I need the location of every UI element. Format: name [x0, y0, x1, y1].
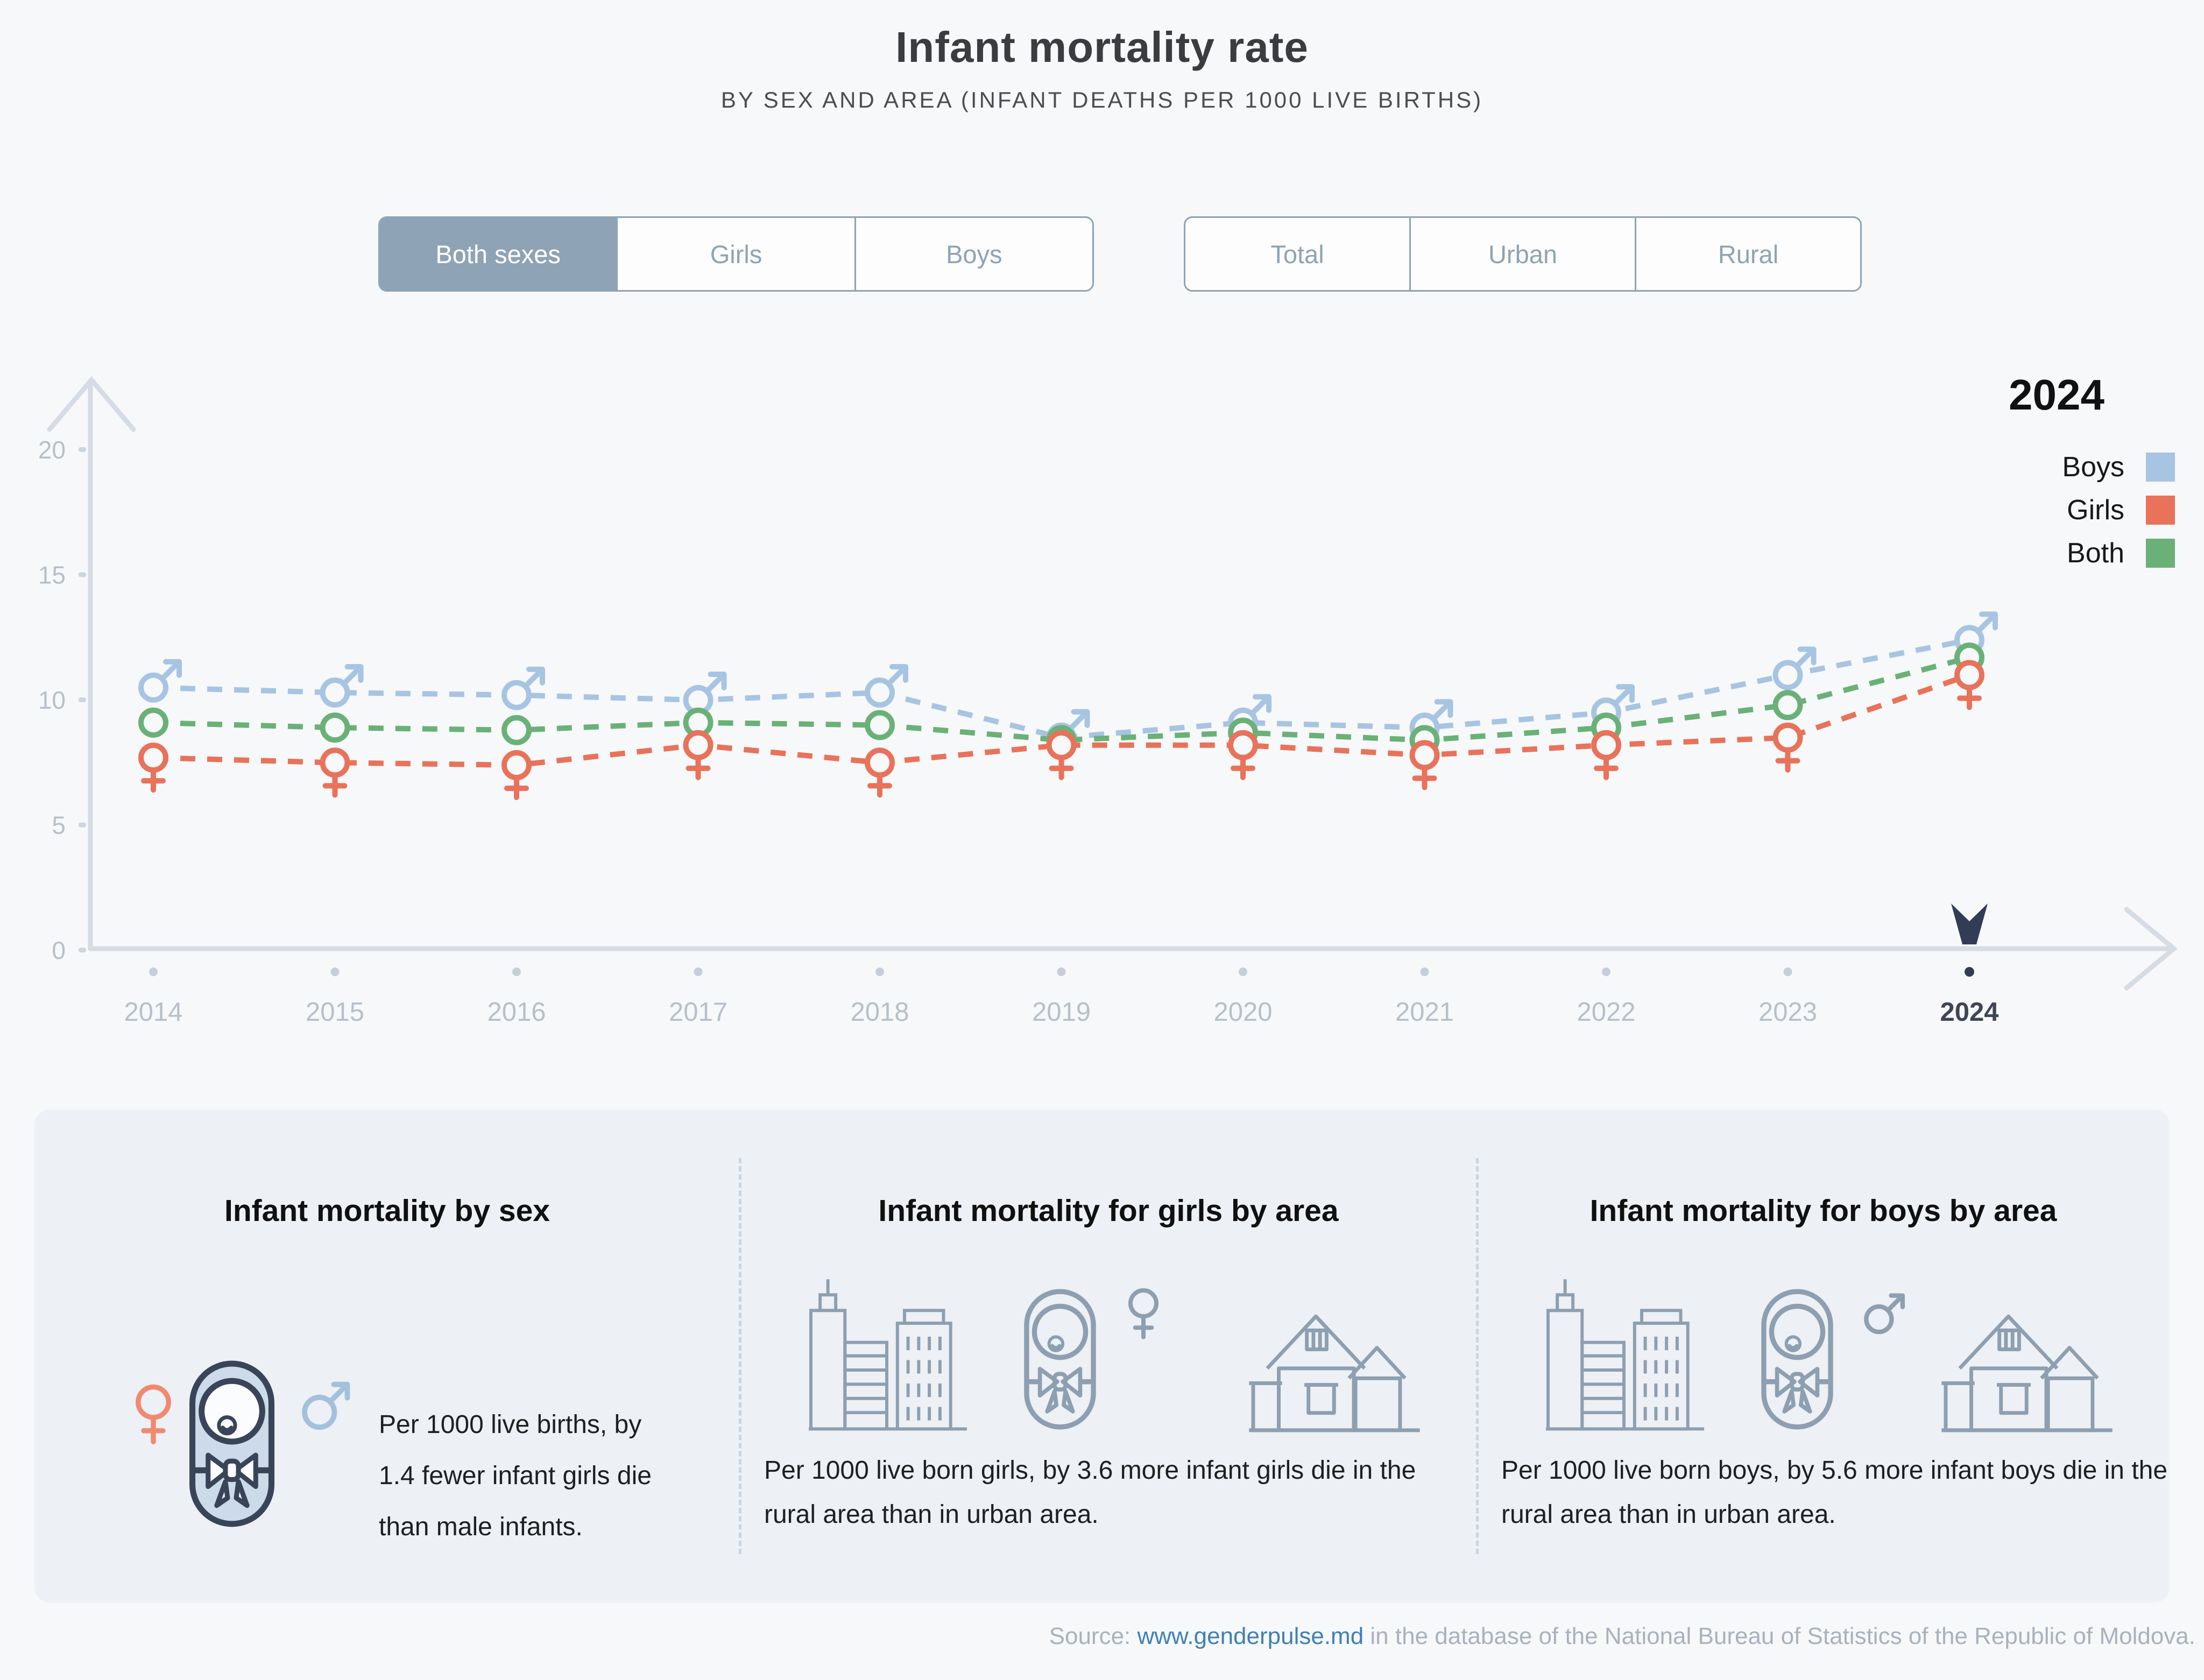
toggle-urban[interactable]: Urban: [1409, 218, 1635, 290]
card-title: Infant mortality for girls by area: [878, 1194, 1339, 1228]
series-markers-girls: [138, 660, 1984, 800]
chart-legend: 2024 Boys Girls Both: [1932, 370, 2179, 580]
source-prefix: Source:: [1049, 1623, 1138, 1649]
legend-item-both: Both: [1932, 537, 2179, 569]
toggle-rural[interactable]: Rural: [1635, 218, 1860, 290]
sex-toggle-group: Both sexes Girls Boys: [378, 216, 1094, 292]
svg-text:2018: 2018: [850, 998, 909, 1027]
svg-text:2019: 2019: [1032, 998, 1091, 1027]
svg-text:2020: 2020: [1213, 998, 1272, 1027]
svg-text:15: 15: [38, 561, 66, 589]
series-markers-boys: [138, 611, 1998, 753]
legend-item-boys: Boys: [1932, 451, 2179, 483]
svg-text:2022: 2022: [1577, 998, 1635, 1027]
svg-text:2017: 2017: [669, 998, 727, 1027]
male-icon: [299, 1379, 355, 1432]
legend-year-title: 2024: [2009, 371, 2104, 419]
svg-text:2016: 2016: [487, 998, 546, 1027]
toggle-girls[interactable]: Girls: [616, 218, 854, 290]
page-title: Infant mortality rate: [895, 23, 1309, 71]
source-link[interactable]: www.genderpulse.md: [1137, 1623, 1364, 1649]
toggle-boys[interactable]: Boys: [854, 218, 1092, 290]
year-selector-arrow-icon[interactable]: [1951, 903, 1988, 944]
series-line-boys: [153, 637, 1970, 740]
toggle-both-sexes[interactable]: Both sexes: [380, 218, 617, 290]
svg-text:5: 5: [52, 811, 66, 839]
baby-icon: [178, 1357, 286, 1530]
card-icons: [1512, 1271, 2135, 1432]
svg-text:2024: 2024: [1940, 998, 1998, 1027]
baby-icon: [1014, 1286, 1106, 1432]
baby-icon: [1751, 1286, 1843, 1432]
card-text: Per 1000 live born boys, by 5.6 more inf…: [1501, 1456, 2168, 1529]
legend-label-girls: Girls: [2067, 495, 2124, 526]
series-markers-both: [138, 642, 1984, 756]
legend-swatch-both-icon: [2146, 539, 2175, 568]
female-icon: [1125, 1286, 1162, 1341]
legend-label-boys: Boys: [2062, 451, 2124, 483]
source-suffix: in the database of the National Bureau o…: [1364, 1623, 2195, 1649]
card-girls-by-area: Infant mortality for girls by area Per 1…: [739, 1110, 1477, 1603]
series-line-both: [153, 655, 1970, 743]
card-text: Per 1000 live births, by 1.4 fewer infan…: [379, 1410, 652, 1541]
card-mortality-by-sex: Infant mortality by sex Per 1000 live bi…: [34, 1110, 740, 1603]
y-axis-ticks: 0 5 10 15 20: [38, 436, 86, 964]
card-boys-by-area: Infant mortality for boys by area Per 10…: [1476, 1110, 2170, 1603]
city-buildings-icon: [1542, 1276, 1708, 1432]
card-icons: [775, 1271, 1442, 1432]
svg-text:2021: 2021: [1395, 998, 1454, 1027]
svg-text:0: 0: [52, 936, 66, 964]
svg-text:20: 20: [38, 436, 66, 464]
page-header: Infant mortality rate BY SEX AND AREA (I…: [0, 0, 2204, 113]
summary-cards: Infant mortality by sex Per 1000 live bi…: [34, 1110, 2170, 1603]
page-subtitle: BY SEX AND AREA (INFANT DEATHS PER 1000 …: [720, 87, 1484, 112]
legend-label-both: Both: [2067, 538, 2124, 569]
svg-text:2015: 2015: [306, 998, 364, 1027]
card-text: Per 1000 live born girls, by 3.6 more in…: [764, 1456, 1416, 1529]
card-title: Infant mortality by sex: [224, 1194, 550, 1228]
card-title: Infant mortality for boys by area: [1590, 1194, 2057, 1228]
house-icon: [1938, 1297, 2116, 1434]
legend-item-girls: Girls: [1932, 494, 2179, 526]
x-axis-years: 2014 2015 2016 2017 2018 2019 2020 2021 2022 2023…: [124, 967, 1999, 1027]
svg-text:10: 10: [38, 686, 66, 714]
legend-swatch-girls-icon: [2146, 496, 2175, 525]
legend-swatch-boys-icon: [2146, 453, 2175, 482]
series-line-girls: [153, 672, 1970, 768]
area-toggle-group: Total Urban Rural: [1184, 216, 1862, 292]
chart-axes: [47, 376, 2178, 991]
source-footer: Source: www.genderpulse.md in the databa…: [0, 1623, 2195, 1650]
house-icon: [1246, 1297, 1423, 1434]
svg-text:2014: 2014: [124, 998, 182, 1027]
female-icon: [131, 1382, 175, 1446]
toggle-total[interactable]: Total: [1185, 218, 1409, 290]
svg-text:2023: 2023: [1758, 998, 1817, 1027]
city-buildings-icon: [804, 1276, 971, 1432]
male-icon: [1862, 1286, 1909, 1341]
